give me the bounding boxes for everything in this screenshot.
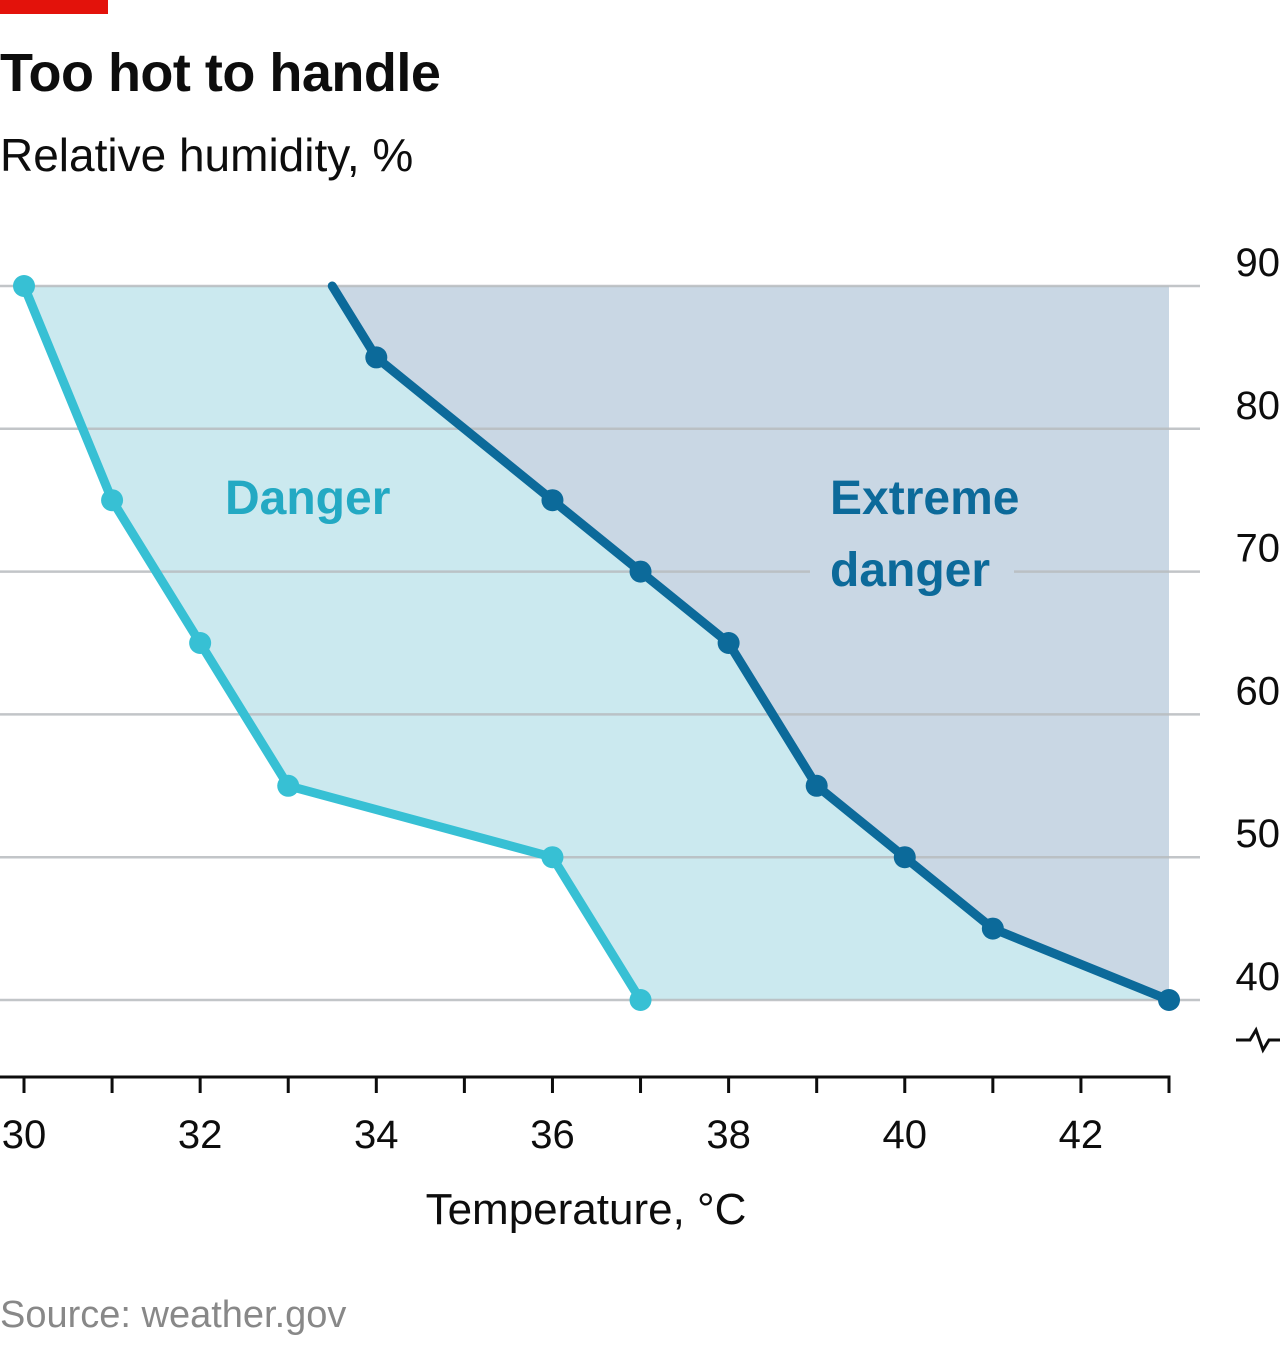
series-lines bbox=[13, 275, 1180, 1011]
danger-line bbox=[19, 281, 646, 1005]
extreme-danger-point-2 bbox=[541, 489, 564, 512]
extreme-label-backdrop bbox=[810, 548, 1014, 604]
source-note: Source: weather.gov bbox=[0, 1294, 347, 1336]
chart-subtitle: Relative humidity, % bbox=[0, 129, 414, 181]
danger-point-5 bbox=[629, 989, 652, 1011]
x-axis-title: Temperature, °C bbox=[426, 1185, 747, 1234]
danger-point-0 bbox=[13, 275, 35, 297]
y-tick-label-50: 50 bbox=[1236, 812, 1280, 856]
extreme-danger-zone-fill bbox=[332, 286, 1169, 1000]
brand-red-bar bbox=[0, 0, 108, 14]
y-tick-label-80: 80 bbox=[1236, 384, 1280, 428]
extreme-danger-point-7 bbox=[981, 917, 1004, 940]
extreme-danger-point-5 bbox=[805, 774, 828, 797]
x-tick-label-34: 34 bbox=[354, 1113, 399, 1157]
danger-label: Danger bbox=[225, 472, 390, 525]
extreme-danger-point-6 bbox=[893, 846, 916, 869]
x-axis: 30 32 34 36 38 40 42 Temperature, °C bbox=[0, 1075, 1171, 1234]
extreme-danger-label-line-1: Extreme bbox=[830, 472, 1019, 525]
y-tick-label-70: 70 bbox=[1236, 527, 1280, 571]
x-tick-label-38: 38 bbox=[706, 1113, 751, 1157]
x-tick-label-32: 32 bbox=[178, 1113, 223, 1157]
extreme-danger-point-4 bbox=[717, 632, 740, 654]
extreme-danger-label-line-2: danger bbox=[830, 544, 990, 597]
extreme-danger-point-8 bbox=[1158, 989, 1180, 1011]
danger-point-2 bbox=[189, 632, 212, 654]
extreme-danger-point-1 bbox=[365, 346, 388, 369]
y-tick-label-90: 90 bbox=[1236, 241, 1280, 285]
zone-labels: Danger Extreme danger bbox=[225, 472, 1019, 604]
x-tick-label-42: 42 bbox=[1059, 1113, 1104, 1157]
danger-point-4 bbox=[541, 846, 564, 869]
zone-fills bbox=[24, 286, 1169, 1000]
chart-title: Too hot to handle bbox=[0, 43, 441, 103]
x-tick-label-36: 36 bbox=[530, 1113, 575, 1157]
gridlines bbox=[0, 284, 1200, 1002]
danger-point-1 bbox=[101, 489, 124, 512]
x-tick-label-40: 40 bbox=[883, 1113, 928, 1157]
x-tick-label-30: 30 bbox=[2, 1113, 47, 1157]
extreme-danger-point-3 bbox=[629, 560, 652, 583]
y-axis-break-icon bbox=[1236, 1026, 1280, 1054]
y-tick-label-40: 40 bbox=[1236, 955, 1280, 999]
y-tick-label-60: 60 bbox=[1236, 669, 1280, 713]
danger-point-3 bbox=[277, 774, 300, 797]
y-axis: 40 50 60 70 80 90 bbox=[1236, 241, 1280, 1054]
